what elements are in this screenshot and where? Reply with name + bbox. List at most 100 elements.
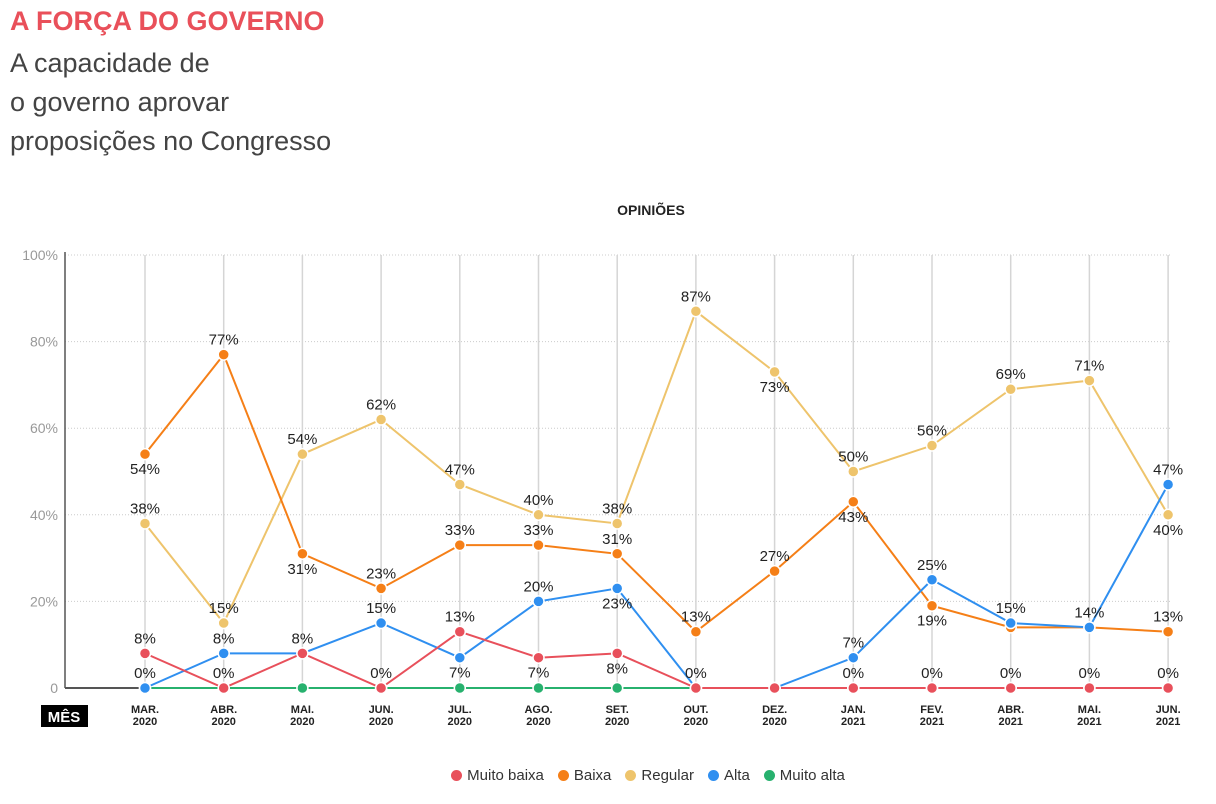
data-label: 40% (1153, 522, 1183, 539)
data-label: 40% (523, 492, 553, 509)
data-label: 13% (1153, 609, 1183, 626)
x-tick-label: JUN. (1156, 704, 1181, 716)
x-tick-label: OUT. (683, 704, 708, 716)
x-tick-label: ABR. (997, 704, 1024, 716)
data-point (689, 681, 703, 695)
data-point (1161, 508, 1175, 522)
y-tick-label: 100% (22, 247, 58, 263)
data-label: 8% (606, 660, 628, 677)
legend-dot-icon (707, 770, 719, 781)
x-tick-label: DEZ. (762, 704, 787, 716)
data-label: 31% (287, 561, 317, 578)
data-point (138, 517, 152, 530)
data-point (610, 582, 624, 595)
data-label: 0% (842, 665, 864, 682)
data-label: 15% (366, 600, 396, 617)
x-axis-label: MÊS (48, 708, 81, 726)
data-point (1004, 681, 1017, 695)
x-tick-label: 2021 (841, 716, 865, 728)
data-point (610, 547, 624, 561)
data-point (847, 681, 860, 695)
y-tick-label: 80% (30, 334, 58, 350)
legend-item[interactable]: Baixa (557, 767, 612, 784)
data-label: 0% (370, 665, 392, 682)
data-point (532, 681, 545, 695)
data-point (453, 538, 467, 552)
data-label: 33% (523, 522, 553, 539)
data-point (296, 647, 309, 660)
data-point (1161, 478, 1175, 491)
data-point (925, 681, 939, 695)
data-point (217, 681, 230, 695)
data-point (296, 681, 309, 695)
subtitle-line: o governo aprovar (10, 87, 230, 117)
chart-subtitle: A capacidade de o governo aprovar propos… (10, 44, 430, 161)
y-tick-label: 60% (30, 420, 58, 436)
data-point (217, 647, 230, 660)
data-point (768, 564, 781, 578)
xlabel-box (41, 705, 88, 727)
legend-dot-icon (763, 770, 775, 781)
data-point (925, 573, 939, 586)
line-chart: OPINIÕES MÊS 020%40%60%80%100%MAR.2020AB… (22, 201, 1183, 728)
data-label: 31% (602, 531, 632, 548)
data-label: 0% (1000, 665, 1022, 682)
x-tick-label: 2020 (211, 716, 235, 728)
x-tick-label: AGO. (524, 704, 552, 716)
data-point (1083, 681, 1096, 695)
data-label: 8% (213, 630, 235, 647)
data-point (847, 651, 860, 664)
data-label: 43% (838, 509, 868, 526)
data-point (532, 595, 545, 608)
subtitle-line: A capacidade de (10, 48, 210, 78)
series-line-regular (144, 309, 1169, 625)
data-label: 7% (528, 665, 550, 682)
chart-title: A FORÇA DO GOVERNO (10, 6, 325, 36)
data-label: 47% (445, 461, 475, 478)
data-label: 33% (445, 522, 475, 539)
data-point (689, 625, 703, 638)
data-label: 8% (292, 630, 314, 647)
data-point (453, 681, 467, 695)
legend-item[interactable]: Alta (707, 767, 750, 784)
data-point (532, 538, 545, 552)
x-tick-label: JUL. (448, 704, 472, 716)
legend-item[interactable]: Regular (625, 767, 694, 784)
legend-label: Alta (723, 767, 750, 784)
data-label: 69% (996, 366, 1026, 383)
data-point (296, 547, 309, 561)
legend-item[interactable]: Muito baixa (451, 767, 544, 784)
data-point (374, 681, 388, 695)
data-point (138, 647, 152, 660)
x-tick-label: MAI. (1078, 704, 1101, 716)
x-tick-label: 2021 (1077, 716, 1101, 728)
x-tick-label: MAR. (131, 704, 159, 716)
series-line-alta (144, 484, 1169, 689)
data-point (1083, 374, 1096, 387)
data-label: 50% (838, 449, 868, 466)
data-label: 77% (209, 332, 239, 349)
data-point (1161, 681, 1175, 695)
series-line-baixa (144, 352, 1169, 634)
data-point (374, 582, 388, 595)
x-tick-label: 2021 (998, 716, 1022, 728)
data-point (768, 681, 781, 695)
y-tick-label: 40% (30, 507, 58, 523)
data-label: 0% (1079, 665, 1101, 682)
subtitle-line: proposições no Congresso (10, 126, 332, 156)
data-point (217, 348, 230, 361)
data-label: 7% (842, 635, 864, 652)
x-tick-label: 2020 (605, 716, 629, 728)
legend-label: Baixa (573, 767, 612, 784)
x-tick-label: JAN. (841, 704, 866, 716)
x-tick-label: 2020 (369, 716, 393, 728)
x-tick-label: MAI. (291, 704, 314, 716)
data-point (768, 365, 781, 379)
data-point (847, 465, 860, 478)
data-point (1004, 616, 1017, 630)
legend-item[interactable]: Muito alta (763, 767, 845, 784)
chart-heading: OPINIÕES (617, 201, 685, 218)
data-point (847, 495, 860, 509)
data-point (138, 681, 152, 695)
data-label: 73% (760, 379, 790, 396)
